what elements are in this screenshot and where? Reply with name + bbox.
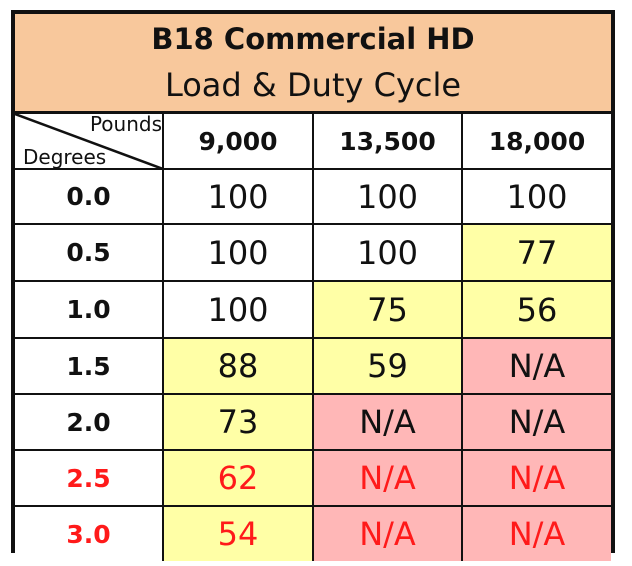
- pounds-label: Pounds: [89, 114, 162, 136]
- column-header: 9,000: [162, 114, 314, 170]
- row-header: 0.5: [15, 223, 164, 282]
- table-cell: N/A: [461, 449, 611, 507]
- table-cell: N/A: [312, 449, 463, 507]
- table-cell: 100: [461, 168, 611, 225]
- table-row: 1.5 88 59 N/A: [15, 337, 611, 395]
- chart-header: B18 Commercial HD Load & Duty Cycle: [15, 14, 611, 114]
- row-header: 1.0: [15, 280, 164, 339]
- table-cell: 100: [162, 168, 314, 225]
- chart-subtitle: Load & Duty Cycle: [164, 66, 462, 104]
- table-cell: 56: [461, 280, 611, 339]
- row-header: 2.5: [15, 449, 164, 507]
- table-cell: 100: [312, 168, 463, 225]
- table-cell: 75: [312, 280, 463, 339]
- degrees-label: Degrees: [23, 145, 107, 169]
- table-cell: 54: [162, 505, 314, 561]
- table-cell: 88: [162, 337, 314, 395]
- diagonal-divider: [15, 114, 161, 167]
- table-cell: N/A: [461, 393, 611, 451]
- row-header: 2.0: [15, 393, 164, 451]
- duty-cycle-chart: B18 Commercial HD Load & Duty Cycle Poun…: [11, 10, 615, 561]
- table-header-row: Pounds Degrees 9,000 13,500 18,000: [15, 114, 611, 170]
- row-header: 3.0: [15, 505, 164, 561]
- table-cell: N/A: [461, 505, 611, 561]
- table-cell: N/A: [312, 393, 463, 451]
- load-duty-table: Pounds Degrees 9,000 13,500 18,000 0.0 1…: [15, 114, 611, 561]
- column-header: 13,500: [312, 114, 463, 170]
- table-row: 2.5 62 N/A N/A: [15, 449, 611, 507]
- table-row: 3.0 54 N/A N/A: [15, 505, 611, 561]
- table-cell: 100: [162, 280, 314, 339]
- table-row: 0.0 100 100 100: [15, 168, 611, 225]
- table-row: 1.0 100 75 56: [15, 280, 611, 339]
- table-cell: 77: [461, 223, 611, 282]
- table-cell: N/A: [312, 505, 463, 561]
- table-cell: 62: [162, 449, 314, 507]
- chart-title: B18 Commercial HD: [151, 22, 475, 56]
- table-row: 0.5 100 100 77: [15, 223, 611, 282]
- row-header: 0.0: [15, 168, 164, 225]
- table-cell: N/A: [461, 337, 611, 395]
- table-cell: 59: [312, 337, 463, 395]
- table-cell: 73: [162, 393, 314, 451]
- table-cell: 100: [162, 223, 314, 282]
- table-row: 2.0 73 N/A N/A: [15, 393, 611, 451]
- corner-cell: Pounds Degrees: [15, 114, 164, 170]
- table-cell: 100: [312, 223, 463, 282]
- row-header: 1.5: [15, 337, 164, 395]
- column-header: 18,000: [461, 114, 611, 170]
